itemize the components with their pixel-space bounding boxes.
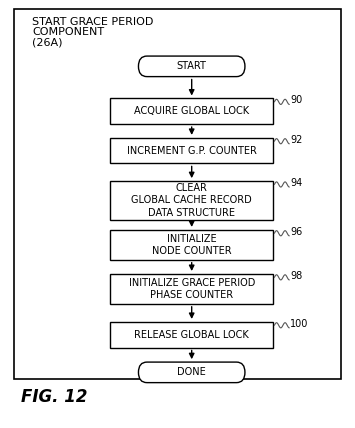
Text: 92: 92 — [290, 134, 303, 145]
FancyBboxPatch shape — [138, 362, 245, 383]
FancyBboxPatch shape — [110, 98, 273, 124]
FancyBboxPatch shape — [110, 181, 273, 220]
Text: INITIALIZE
NODE COUNTER: INITIALIZE NODE COUNTER — [152, 234, 231, 256]
FancyBboxPatch shape — [110, 230, 273, 260]
FancyBboxPatch shape — [110, 322, 273, 348]
Text: 96: 96 — [290, 226, 303, 237]
Text: START: START — [177, 61, 207, 71]
Text: 90: 90 — [290, 95, 303, 105]
Text: FIG. 12: FIG. 12 — [21, 388, 88, 406]
Text: 94: 94 — [290, 178, 303, 188]
FancyBboxPatch shape — [110, 138, 273, 163]
Text: RELEASE GLOBAL LOCK: RELEASE GLOBAL LOCK — [134, 330, 249, 340]
Text: 98: 98 — [290, 270, 303, 281]
Text: COMPONENT: COMPONENT — [32, 27, 104, 37]
FancyBboxPatch shape — [138, 56, 245, 77]
Text: INCREMENT G.P. COUNTER: INCREMENT G.P. COUNTER — [127, 146, 257, 156]
Text: START GRACE PERIOD: START GRACE PERIOD — [32, 17, 153, 27]
FancyBboxPatch shape — [110, 274, 273, 304]
Text: ACQUIRE GLOBAL LOCK: ACQUIRE GLOBAL LOCK — [134, 106, 249, 116]
Text: DONE: DONE — [178, 367, 206, 377]
Text: 100: 100 — [290, 318, 309, 329]
Text: INITIALIZE GRACE PERIOD
PHASE COUNTER: INITIALIZE GRACE PERIOD PHASE COUNTER — [129, 278, 255, 300]
FancyBboxPatch shape — [14, 9, 341, 379]
Text: CLEAR
GLOBAL CACHE RECORD
DATA STRUCTURE: CLEAR GLOBAL CACHE RECORD DATA STRUCTURE — [131, 183, 252, 218]
Text: (26A): (26A) — [32, 38, 62, 48]
